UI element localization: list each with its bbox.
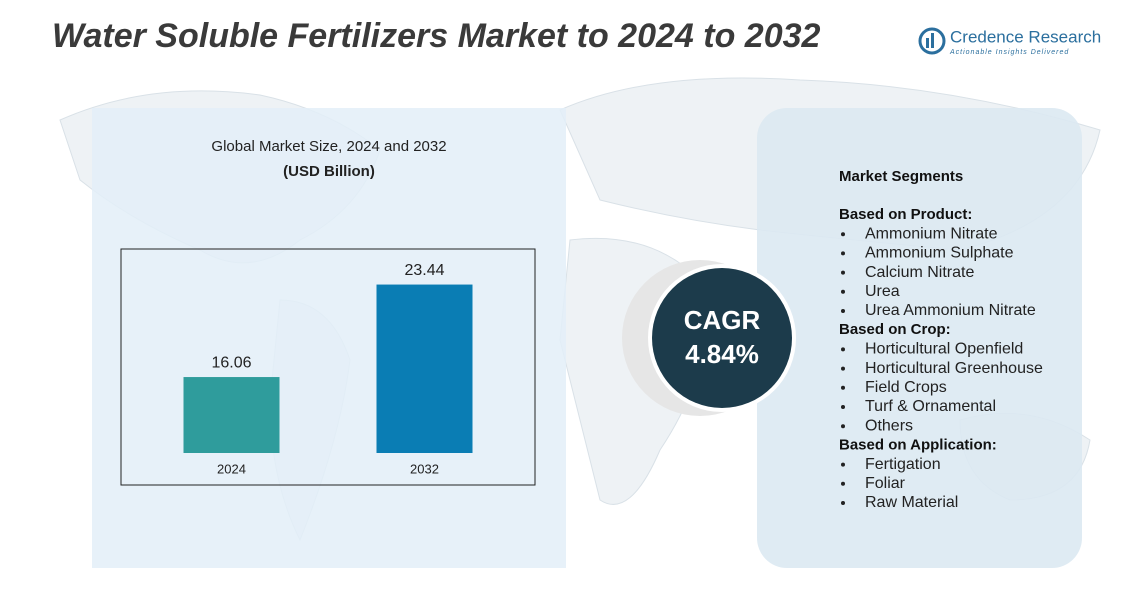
- segment-item: Urea: [865, 283, 900, 300]
- bullet: [841, 405, 845, 409]
- segment-item: Field Crops: [865, 379, 947, 396]
- chart-panel: [92, 108, 566, 568]
- segment-item: Ammonium Nitrate: [865, 225, 998, 242]
- chart-subtitle: (USD Billion): [283, 163, 375, 180]
- plot-frame: [120, 248, 536, 486]
- segment-item: Others: [865, 417, 913, 434]
- segment-item: Horticultural Openfield: [865, 341, 1023, 358]
- bullet: [841, 309, 845, 313]
- bullet: [841, 270, 845, 275]
- bullet: [841, 462, 845, 467]
- chart-title: Global Market Size, 2024 and 2032: [211, 138, 446, 155]
- segments-panel: [757, 108, 1082, 568]
- data-label: 16.06: [211, 354, 251, 371]
- logo-icon: [931, 33, 934, 48]
- bullet: [841, 366, 845, 371]
- bar: [376, 284, 473, 453]
- brand: Credence Research: [950, 27, 1101, 46]
- segment-item: Ammonium Sulphate: [865, 245, 1014, 262]
- segments-title: Market Segments: [839, 168, 963, 185]
- logo: Credence Research Actionable Insights De…: [918, 27, 1101, 56]
- cagr-value: 4.84%: [685, 339, 759, 369]
- cagr-label: CAGR: [684, 305, 761, 335]
- segments-list: Based on Product: Ammonium Nitrate Ammoniu…: [839, 206, 1043, 511]
- bars: 2024 16.06 2032 23.44: [183, 262, 473, 476]
- bullet: [841, 251, 845, 256]
- cagr-circle: [652, 268, 792, 408]
- bullet: [841, 481, 845, 486]
- x-tick-label: 2032: [410, 461, 439, 476]
- segment-item: Raw Material: [865, 494, 958, 511]
- segment-item: Calcium Nitrate: [865, 264, 974, 281]
- bullet: [841, 232, 845, 237]
- bullet: [841, 347, 845, 352]
- bullet: [841, 501, 845, 505]
- segment-heading: Based on Application:: [839, 436, 997, 453]
- data-label: 23.44: [404, 262, 444, 279]
- logo-icon: [926, 38, 929, 48]
- segment-item: Turf & Ornamental: [865, 398, 996, 415]
- segment-item: Fertigation: [865, 456, 941, 473]
- bullet: [841, 424, 845, 429]
- segment-item: Horticultural Greenhouse: [865, 360, 1043, 377]
- tagline: Actionable Insights Delivered: [949, 49, 1069, 56]
- bar: [183, 377, 280, 453]
- page-title: Water Soluble Fertilizers Market to 2024…: [52, 17, 821, 55]
- x-tick-label: 2024: [217, 461, 246, 476]
- segment-item: Urea Ammonium Nitrate: [865, 302, 1036, 319]
- segment-item: Foliar: [865, 475, 906, 492]
- segment-heading: Based on Product:: [839, 206, 972, 223]
- bullet: [841, 289, 845, 294]
- segment-heading: Based on Crop:: [839, 321, 951, 338]
- logo-icon: [918, 27, 946, 55]
- bullet: [841, 385, 845, 390]
